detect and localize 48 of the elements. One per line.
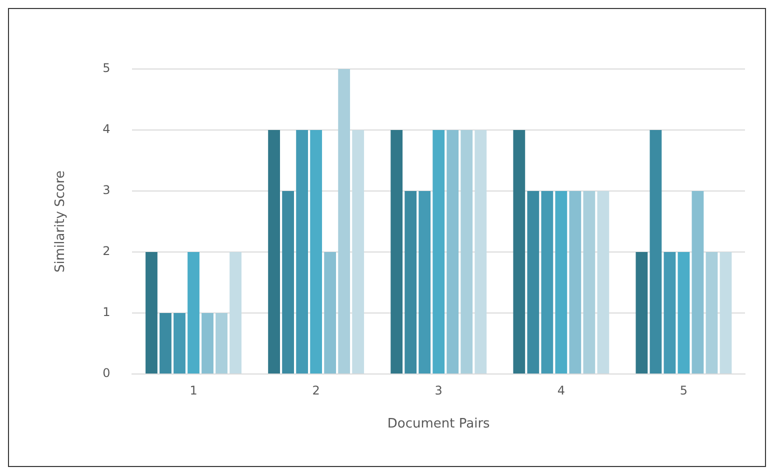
bar — [513, 130, 526, 374]
x-tick-label: 1 — [190, 383, 198, 398]
bar — [390, 130, 403, 374]
x-tick-label: 5 — [680, 383, 688, 398]
bar — [324, 252, 336, 374]
bar — [146, 252, 158, 374]
y-tick-label: 4 — [102, 122, 110, 136]
bar — [636, 252, 648, 374]
bar — [474, 130, 487, 374]
bar — [160, 313, 172, 374]
y-tick-label: 5 — [102, 61, 110, 76]
bar — [446, 130, 459, 374]
bar — [188, 252, 200, 374]
bar — [597, 191, 610, 374]
bar — [404, 191, 417, 374]
bar — [338, 69, 350, 374]
x-tick-label: 3 — [434, 383, 442, 398]
bar — [230, 252, 242, 374]
bar — [216, 313, 228, 374]
bar — [583, 191, 596, 374]
bar — [282, 191, 294, 374]
bar — [352, 130, 364, 374]
bar — [527, 191, 540, 374]
bar — [174, 313, 186, 374]
bar — [202, 313, 214, 374]
y-axis-title: Similarity Score — [53, 170, 68, 273]
y-tick-label: 2 — [102, 244, 110, 258]
bar — [664, 252, 676, 374]
bar — [569, 191, 582, 374]
y-tick-label: 1 — [102, 305, 110, 320]
bar — [268, 130, 280, 374]
bar — [720, 252, 732, 374]
bar — [692, 191, 704, 374]
x-axis-title: Document Pairs — [387, 416, 490, 432]
bar — [418, 191, 431, 374]
bar — [650, 130, 662, 374]
y-tick-label: 0 — [102, 366, 110, 380]
bar — [460, 130, 473, 374]
x-tick-label: 4 — [557, 383, 565, 398]
bar — [296, 130, 308, 374]
bar — [432, 130, 445, 374]
bar — [541, 191, 554, 374]
y-tick-label: 3 — [102, 183, 110, 198]
bar — [706, 252, 718, 374]
bar — [555, 191, 568, 374]
x-tick-label: 2 — [312, 383, 320, 398]
bar — [678, 252, 690, 374]
bar — [310, 130, 322, 374]
